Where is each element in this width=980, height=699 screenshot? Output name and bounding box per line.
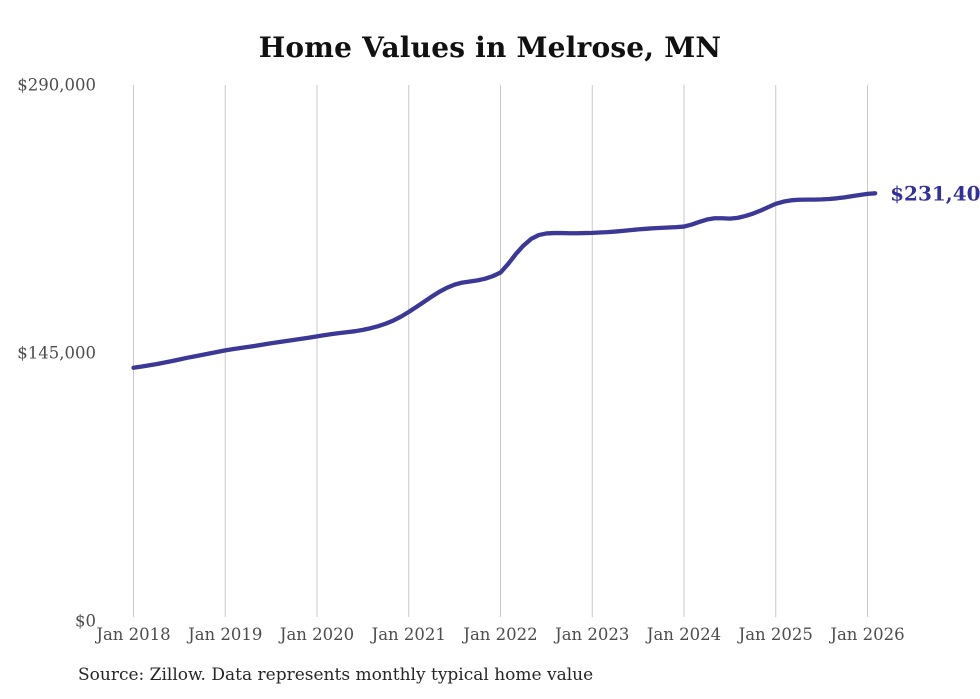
chart-title: Home Values in Melrose, MN: [258, 31, 722, 64]
x-tick-label: Jan 2020: [278, 625, 354, 644]
y-tick-label: $0: [75, 612, 96, 631]
source-note: Source: Zillow. Data represents monthly …: [78, 665, 594, 685]
x-tick-label: Jan 2018: [94, 625, 170, 644]
x-tick-label: Jan 2021: [370, 625, 446, 644]
x-tick-label: Jan 2023: [553, 625, 629, 644]
home-value-line: [131, 191, 878, 370]
y-tick-label: $290,000: [17, 76, 96, 95]
x-tick-label: Jan 2022: [461, 625, 537, 644]
x-tick-label: Jan 2019: [186, 625, 262, 644]
y-tick-label: $145,000: [17, 344, 96, 363]
x-tick-label: Jan 2025: [737, 625, 813, 644]
final-value-label: $231,400: [890, 181, 980, 205]
x-tick-label: Jan 2026: [828, 625, 904, 644]
x-tick-label: Jan 2024: [645, 625, 721, 644]
